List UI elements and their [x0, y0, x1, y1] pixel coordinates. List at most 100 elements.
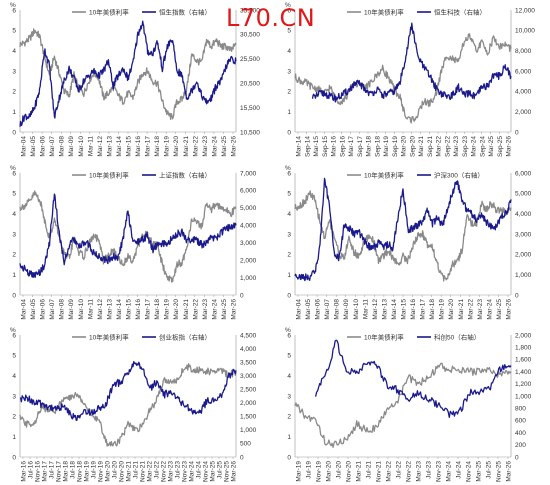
left-tick-label: 4 — [12, 48, 16, 55]
x-tick-label: Mar-23 — [416, 461, 423, 482]
x-tick-label: Mar-06 — [40, 136, 47, 157]
x-tick-label: Jul-20 — [112, 461, 119, 479]
x-tick-label: Mar-24 — [189, 461, 196, 482]
right-tick-label: 2,500 — [240, 387, 257, 394]
x-tick-label: Nov-22 — [406, 461, 413, 482]
x-tick-label: Nov-23 — [182, 461, 189, 482]
left-tick-label: 0 — [12, 454, 16, 461]
right-tick-label: 0 — [515, 129, 519, 136]
legend-label-rate: 10年美债利率 — [364, 170, 404, 179]
left-tick-label: 0 — [12, 129, 16, 136]
y-unit-label: % — [10, 327, 16, 334]
left-tick-label: 2 — [287, 89, 291, 96]
right-tick-label: 6,000 — [240, 188, 257, 195]
x-tick-label: Mar-05 — [30, 136, 37, 157]
x-tick-label: Mar-23 — [453, 136, 460, 157]
x-tick-label: Sep-18 — [374, 136, 381, 157]
left-tick-label: 1 — [287, 434, 291, 441]
left-tick-label: 3 — [12, 393, 16, 400]
x-tick-label: Mar-06 — [40, 299, 47, 320]
series-line-index — [311, 22, 512, 103]
y-unit-label: % — [10, 2, 16, 9]
series-line-us10y-rate — [294, 190, 512, 282]
left-tick-label: 1 — [287, 109, 291, 116]
x-tick-label: Mar-22 — [147, 461, 154, 482]
x-tick-label: Sep-19 — [392, 136, 399, 157]
right-tick-label: 1,600 — [515, 357, 532, 364]
x-tick-label: Mar-17 — [145, 136, 152, 157]
x-tick-label: Mar-22 — [192, 299, 199, 320]
x-tick-label: Mar-19 — [84, 461, 91, 482]
chart-sse-composite: % 0 1 2 3 4 5 6 0 1,000 2,000 3,000 4,000 5,000 6,000 7… — [10, 165, 257, 320]
left-tick-label: 3 — [287, 393, 291, 400]
x-tick-label: Mar-20 — [173, 136, 180, 157]
x-tick-label: Mar-23 — [477, 299, 484, 320]
chart-hsi: % 0 1 2 3 4 5 6 10,500 15,500 20,500 25,500 30,500 35… — [10, 2, 260, 157]
right-tick-label: 4,000 — [515, 211, 532, 218]
x-tick-label: Jul-19 — [91, 461, 98, 479]
x-tick-label: Nov-20 — [346, 461, 353, 482]
x-tick-label: Jul-23 — [175, 461, 182, 479]
x-tick-label: Nov-24 — [466, 461, 473, 482]
right-tick-label: 3,000 — [515, 231, 532, 238]
x-tick-label: Mar-26 — [231, 299, 238, 320]
x-tick-label: Mar-25 — [210, 461, 217, 482]
right-tick-label: 600 — [515, 418, 526, 425]
x-tick-label: Mar-14 — [116, 299, 123, 320]
x-tick-label: Jul-23 — [426, 461, 433, 479]
right-tick-label: 30,500 — [240, 32, 260, 39]
watermark: L70.CN — [226, 4, 316, 32]
x-tick-label: Mar-16 — [410, 299, 417, 320]
left-tick-label: 1 — [12, 272, 16, 279]
x-tick-label: Nov-23 — [436, 461, 443, 482]
x-tick-label: Mar-18 — [63, 461, 70, 482]
x-tick-label: Sep-17 — [357, 136, 364, 157]
chart-chinext: % 0 1 2 3 4 5 6 0 500 1,000 1,500 2,000 2,500 3,000 3,5… — [10, 327, 257, 482]
x-tick-label: Mar-20 — [326, 461, 333, 482]
x-tick-label: Sep-21 — [427, 136, 434, 157]
left-tick-label: 5 — [287, 353, 291, 360]
right-tick-label: 12,000 — [515, 7, 535, 14]
left-tick-label: 4 — [12, 373, 16, 380]
right-tick-label: 200 — [515, 442, 526, 449]
x-tick-label: Mar-26 — [231, 461, 238, 482]
x-tick-label: Mar-25 — [476, 461, 483, 482]
left-tick-label: 3 — [12, 231, 16, 238]
left-tick-label: 4 — [12, 211, 16, 218]
x-tick-label: Nov-21 — [140, 461, 147, 482]
series-line-index — [294, 177, 512, 282]
x-tick-label: Mar-20 — [401, 136, 408, 157]
x-tick-label: Nov-19 — [98, 461, 105, 482]
x-tick-label: Jul-21 — [366, 461, 373, 479]
x-tick-label: Mar-04 — [296, 299, 303, 320]
x-tick-label: Mar-10 — [78, 299, 85, 320]
x-tick-label: Jul-24 — [456, 461, 463, 479]
x-tick-label: Jul-22 — [154, 461, 161, 479]
x-tick-label: Mar-17 — [348, 136, 355, 157]
chart-hstech: % 0 1 2 3 4 5 6 0 2,000 4,000 6,000 8,000 10,000 12,00… — [285, 2, 535, 157]
right-tick-label: 5,000 — [240, 205, 257, 212]
x-tick-label: Mar-13 — [381, 299, 388, 320]
legend-label-index: 科创50（右轴） — [434, 332, 480, 341]
x-tick-label: Mar-16 — [331, 136, 338, 157]
x-tick-label: Nov-19 — [316, 461, 323, 482]
x-tick-label: Jul-25 — [217, 461, 224, 479]
left-tick-label: 2 — [287, 252, 291, 259]
right-tick-label: 3,000 — [240, 240, 257, 247]
y-unit-label: % — [10, 165, 16, 172]
x-tick-label: Mar-04 — [21, 136, 28, 157]
chart-star50: % 0 1 2 3 4 5 6 0 200 400 600 800 1,000 1,200 1,400 1,60… — [285, 327, 532, 482]
x-tick-label: Jul-17 — [49, 461, 56, 479]
x-tick-label: Mar-19 — [439, 299, 446, 320]
x-tick-label: Sep-23 — [462, 136, 469, 157]
right-tick-label: 10,500 — [240, 129, 260, 136]
right-tick-label: 3,000 — [240, 373, 257, 380]
x-tick-label: Mar-23 — [202, 299, 209, 320]
right-tick-label: 5,000 — [515, 191, 532, 198]
x-tick-label: Mar-18 — [154, 136, 161, 157]
right-tick-label: 20,500 — [240, 81, 260, 88]
x-tick-label: Mar-19 — [296, 461, 303, 482]
right-tick-label: 1,000 — [515, 272, 532, 279]
x-tick-label: Jul-20 — [336, 461, 343, 479]
right-tick-label: 8,000 — [515, 48, 532, 55]
